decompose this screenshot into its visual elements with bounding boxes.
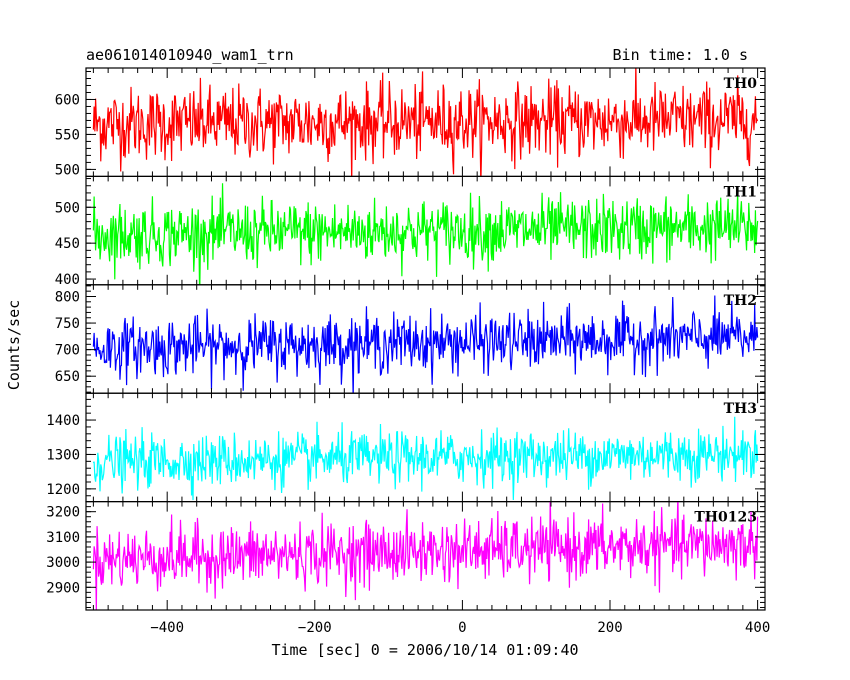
panel-th0123: 2900 3000 3100 3200 TH0123: [46, 501, 766, 611]
x-tick-label: −200: [298, 620, 332, 636]
panel-label-th0: TH0: [724, 76, 758, 92]
panel-label-th2: TH2: [724, 293, 757, 309]
panel-th2: 650 700 750 800 TH2: [55, 284, 766, 394]
panel-frame: [85, 501, 766, 611]
y-tick-label: 500: [55, 200, 80, 216]
series-line-th2: [92, 295, 759, 394]
series-line-th0: [92, 68, 759, 177]
y-tick-label: 450: [55, 236, 80, 252]
y-tick-label: 700: [55, 343, 80, 359]
panel-th1: 400 450 500 TH1: [55, 175, 766, 288]
y-tick-label: 1300: [46, 447, 80, 463]
y-tick-label: 550: [55, 127, 80, 143]
x-tick-label: 200: [597, 620, 622, 636]
bin-time-label: Bin time: 1.0 s: [613, 46, 748, 64]
x-axis: −400 −200 0 200 400: [92, 68, 770, 636]
panel-th0: 500 550 600 TH0: [55, 67, 766, 178]
panels-group: 500 550 600 TH0 400 450 500 TH1 650 700 750 800 TH2 1…: [46, 67, 766, 611]
y-tick-label: 1200: [46, 482, 80, 498]
y-tick-label: 800: [55, 289, 80, 305]
y-tick-label: 2900: [46, 580, 80, 596]
y-tick-label: 3200: [46, 505, 80, 521]
series-line-th0123: [92, 501, 759, 611]
y-tick-label: 750: [55, 316, 80, 332]
y-tick-label: 500: [55, 162, 80, 178]
y-axis-label: Counts/sec: [5, 300, 23, 390]
y-tick-label: 600: [55, 92, 80, 108]
x-tick-label: 0: [458, 620, 466, 636]
y-tick-label: 400: [55, 272, 80, 288]
panel-label-th1: TH1: [724, 184, 757, 200]
panel-label-th0123: TH0123: [694, 510, 757, 526]
panel-th3: 1200 1300 1400 TH3: [46, 392, 766, 503]
panel-label-th3: TH3: [724, 401, 757, 417]
y-tick-label: 3000: [46, 555, 80, 571]
x-axis-label: Time [sec] 0 = 2006/10/14 01:09:40: [271, 641, 578, 659]
chart-title: ae061014010940_wam1_trn: [86, 46, 294, 64]
series-line-th3: [92, 416, 759, 501]
series-line-th1: [92, 183, 759, 285]
panel-frame: [85, 392, 766, 503]
x-tick-label: −400: [150, 620, 184, 636]
x-tick-label: 400: [745, 620, 770, 636]
y-tick-label: 3100: [46, 530, 80, 546]
y-tick-label: 650: [55, 369, 80, 385]
y-tick-label: 1400: [46, 413, 80, 429]
